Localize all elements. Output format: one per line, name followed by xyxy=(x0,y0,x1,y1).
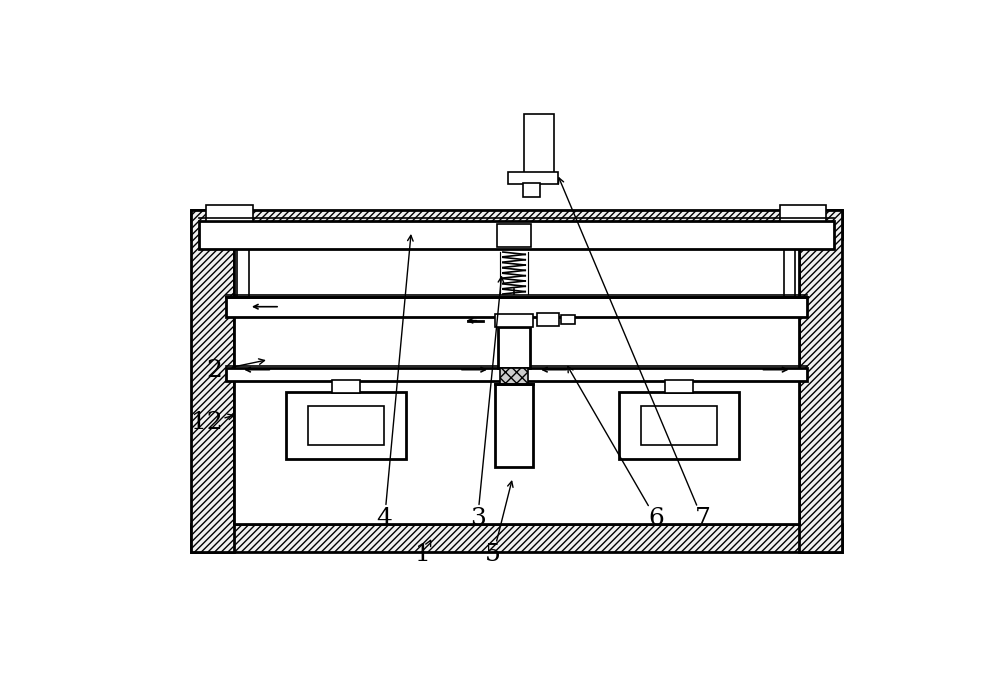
Text: 5: 5 xyxy=(485,543,501,567)
Bar xyxy=(191,524,842,553)
Text: 6: 6 xyxy=(648,507,664,530)
Bar xyxy=(234,239,799,524)
Bar xyxy=(641,406,717,445)
Bar xyxy=(523,183,540,197)
Text: 3: 3 xyxy=(470,507,486,530)
Bar xyxy=(784,249,795,297)
Bar xyxy=(799,210,842,553)
Bar xyxy=(619,392,739,459)
Bar xyxy=(537,313,559,326)
Bar xyxy=(308,406,384,445)
Bar xyxy=(332,380,360,393)
Text: 12: 12 xyxy=(191,411,222,434)
Text: 1: 1 xyxy=(416,543,431,567)
Text: 2: 2 xyxy=(206,359,222,382)
Bar xyxy=(524,114,554,174)
Text: 4: 4 xyxy=(377,507,393,530)
Bar xyxy=(495,384,533,467)
Bar xyxy=(199,221,834,249)
Bar xyxy=(286,392,406,459)
Bar xyxy=(206,205,253,221)
Bar xyxy=(561,315,575,324)
Bar xyxy=(226,297,807,316)
Bar xyxy=(780,205,826,221)
Bar xyxy=(191,210,234,553)
Bar xyxy=(226,368,807,382)
Bar xyxy=(508,172,558,184)
Bar xyxy=(497,224,531,247)
Bar xyxy=(237,249,249,297)
Text: 7: 7 xyxy=(694,507,710,530)
Bar xyxy=(191,210,842,239)
Bar xyxy=(495,314,533,327)
Bar xyxy=(665,380,693,393)
Bar xyxy=(498,327,530,368)
Bar xyxy=(500,368,528,384)
